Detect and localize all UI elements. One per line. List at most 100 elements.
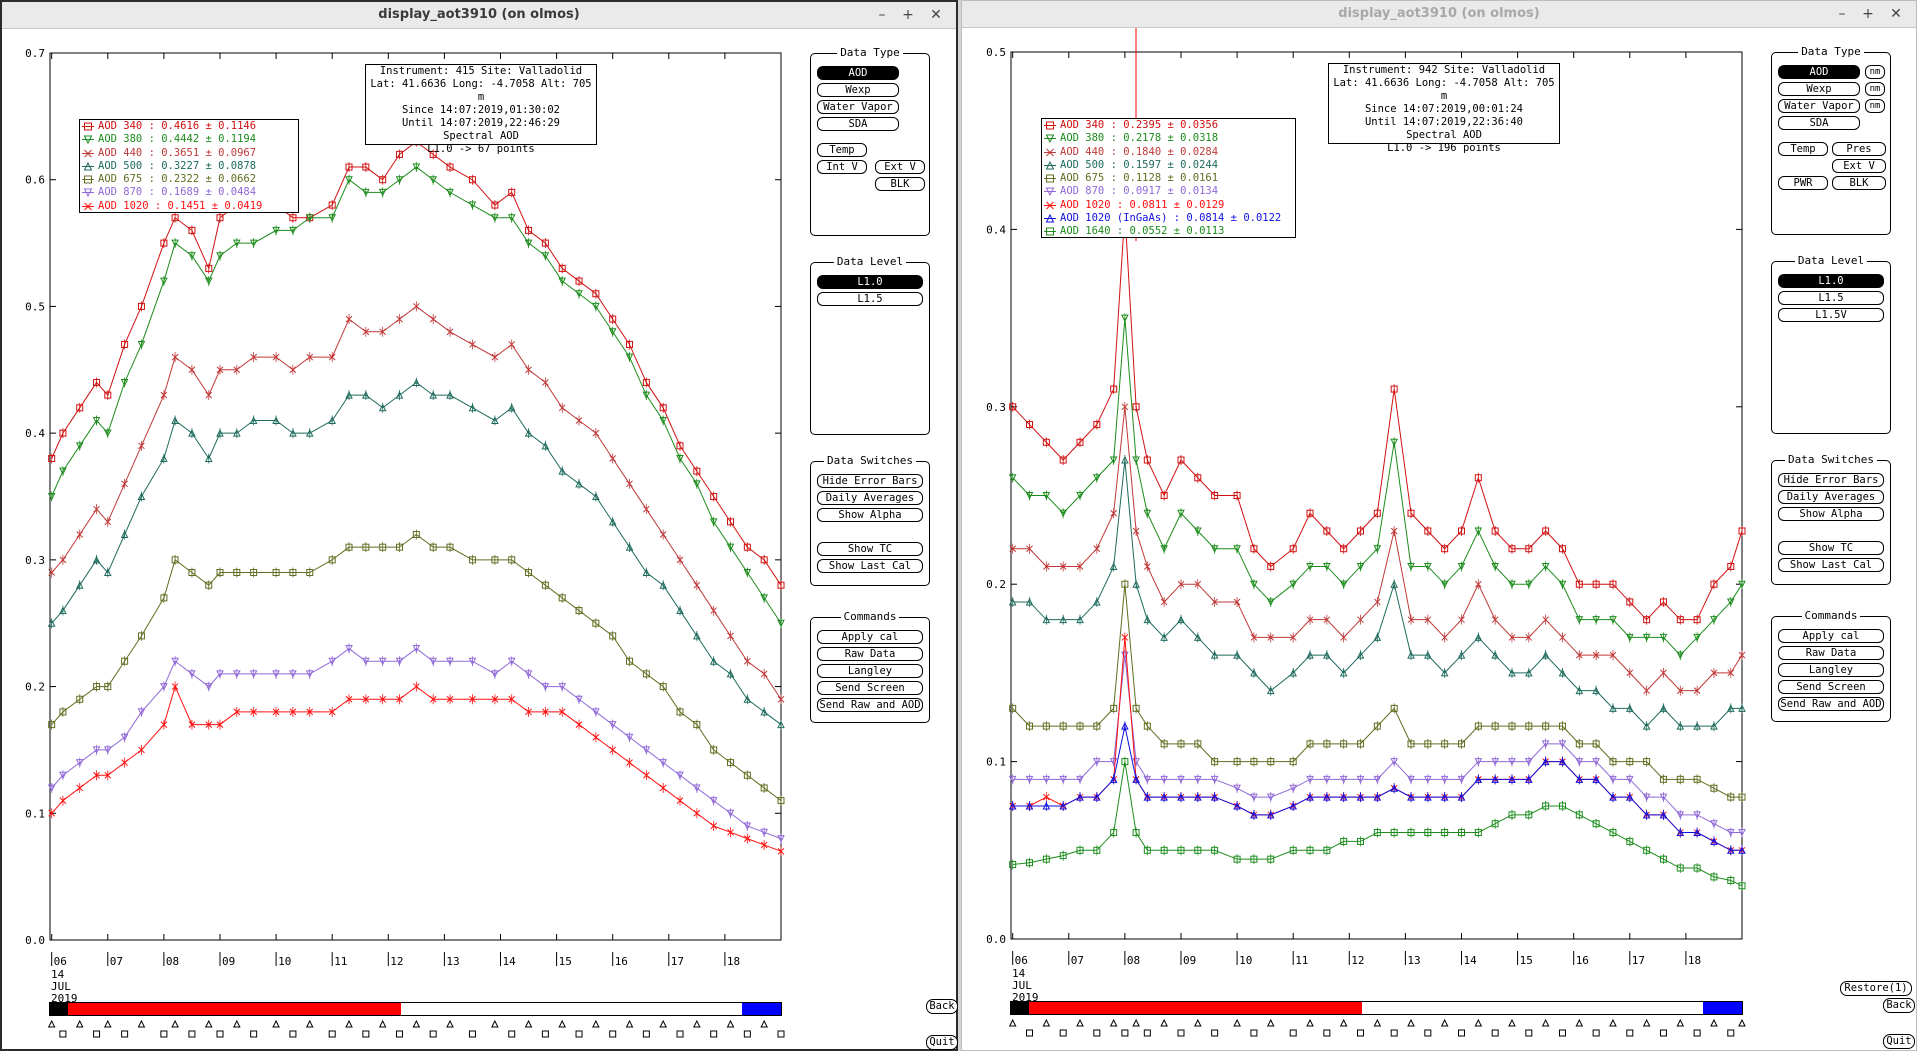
apply-cal-button[interactable]: Apply cal [817,630,923,644]
minimize-icon[interactable]: – [878,7,886,23]
right-timeline-bar[interactable] [1010,1001,1743,1015]
daily-averages-button[interactable]: Daily Averages [817,491,923,505]
wexp-button[interactable]: Wexp [817,83,899,97]
data-point [103,568,112,577]
data-point [592,302,600,311]
square-marker [1250,1029,1258,1037]
hide-error-bars-button[interactable]: Hide Error Bars [1778,473,1884,487]
data-point [1046,174,1054,183]
data-point [1306,562,1314,571]
maximize-icon[interactable]: + [902,7,914,23]
data-point [468,201,477,210]
quit-button[interactable]: Quit [1883,1034,1915,1049]
data-point [1558,722,1566,730]
data-point [592,429,600,437]
data-point [676,797,684,804]
show-tc-button[interactable]: Show TC [1778,541,1884,555]
data-point [205,391,213,399]
quit-button[interactable]: Quit [926,1035,958,1050]
temp-button[interactable]: Temp [1778,142,1828,156]
maximize-icon[interactable]: + [1862,6,1874,22]
nm-button[interactable]: nm [1865,65,1885,79]
sda-button[interactable]: SDA [1778,116,1860,130]
data-point [1424,775,1432,784]
data-point [1046,148,1054,156]
data-point [1491,775,1499,783]
hide-error-bars-button[interactable]: Hide Error Bars [817,474,923,488]
data-point [609,455,617,462]
data-point [216,429,224,437]
show-tc-button[interactable]: Show TC [817,542,923,556]
data-point [171,683,179,690]
back-button[interactable]: Back [1883,998,1915,1013]
legend-label: AOD 675 : 0.2322 ± 0.0662 [98,173,257,186]
right-window: display_aot3910 (on olmos) – + ✕ 0.0 0.1 0… [961,0,1917,1051]
send-raw-and-aod-button[interactable]: Send Raw and AOD [817,698,923,712]
data-point [233,708,241,716]
langley-button[interactable]: Langley [1778,663,1884,677]
legend-entry: AOD 1020 : 0.1451 ± 0.0419 [82,200,298,213]
triangle-marker [625,1019,634,1028]
data-point [205,721,213,728]
data-point [1373,545,1382,553]
level-l15-button[interactable]: L1.5 [1778,291,1884,305]
data-point [1233,651,1241,659]
apply-cal-button[interactable]: Apply cal [1778,629,1884,643]
sda-button[interactable]: SDA [817,117,899,131]
data-point [1441,545,1449,553]
raw-data-button[interactable]: Raw Data [817,647,923,661]
nm-button[interactable]: nm [1865,82,1885,96]
show-last-cal-button[interactable]: Show Last Cal [1778,558,1884,572]
close-icon[interactable]: ✕ [930,7,942,23]
data-point [760,594,768,602]
data-point [1339,668,1348,677]
data-point [1109,456,1118,465]
aod-button[interactable]: AOD [1778,65,1860,79]
ext-v-button[interactable]: Ext V [1832,159,1886,173]
data-point [1059,456,1067,464]
data-point [379,328,387,336]
temp-button[interactable]: Temp [817,143,867,157]
show-last-cal-button[interactable]: Show Last Cal [817,559,923,573]
triangle-marker [1508,1018,1516,1027]
left-legend: AOD 340 : 0.4616 ± 0.1146 AOD 380 : 0.444… [79,119,299,213]
nm-button[interactable]: nm [1865,99,1885,113]
pwr-button[interactable]: PWR [1778,176,1828,190]
level-l10-button[interactable]: L1.0 [817,275,923,289]
wexp-button[interactable]: Wexp [1778,82,1860,96]
send-screen-button[interactable]: Send Screen [1778,680,1884,694]
restore-button[interactable]: Restore(1) [1840,981,1912,996]
x-tick-label: 13 [446,955,459,968]
level-l10-button[interactable]: L1.0 [1778,274,1884,288]
aod-button[interactable]: AOD [817,66,899,80]
level-l15-button[interactable]: L1.5 [817,292,923,306]
show-alpha-button[interactable]: Show Alpha [1778,507,1884,521]
pres-button[interactable]: Pres [1832,142,1886,156]
send-raw-and-aod-button[interactable]: Send Raw and AOD [1778,697,1884,711]
data-point [541,441,550,450]
water-vapor-button[interactable]: Water Vapor [817,100,899,114]
left-timeline-bar[interactable] [49,1002,782,1016]
data-point [1025,775,1034,784]
level-l15v-button[interactable]: L1.5V [1778,308,1884,322]
daily-averages-button[interactable]: Daily Averages [1778,490,1884,504]
water-vapor-button[interactable]: Water Vapor [1778,99,1860,113]
data-point [1340,837,1348,845]
close-icon[interactable]: ✕ [1890,6,1902,22]
series-aod-440 [48,301,785,705]
back-button[interactable]: Back [926,999,958,1014]
blk-button[interactable]: BLK [875,177,925,191]
langley-button[interactable]: Langley [817,664,923,678]
raw-data-button[interactable]: Raw Data [1778,646,1884,660]
minimize-icon[interactable]: – [1838,6,1846,22]
blk-button[interactable]: BLK [1832,176,1886,190]
ext-v-button[interactable]: Ext V [875,160,925,174]
show-alpha-button[interactable]: Show Alpha [817,508,923,522]
send-screen-button[interactable]: Send Screen [817,681,923,695]
data-point [138,442,145,450]
data-point [1323,846,1331,854]
data-point [1267,855,1275,863]
data-point [1110,829,1118,837]
int-v-button[interactable]: Int V [817,160,867,174]
data-point [1643,758,1651,766]
